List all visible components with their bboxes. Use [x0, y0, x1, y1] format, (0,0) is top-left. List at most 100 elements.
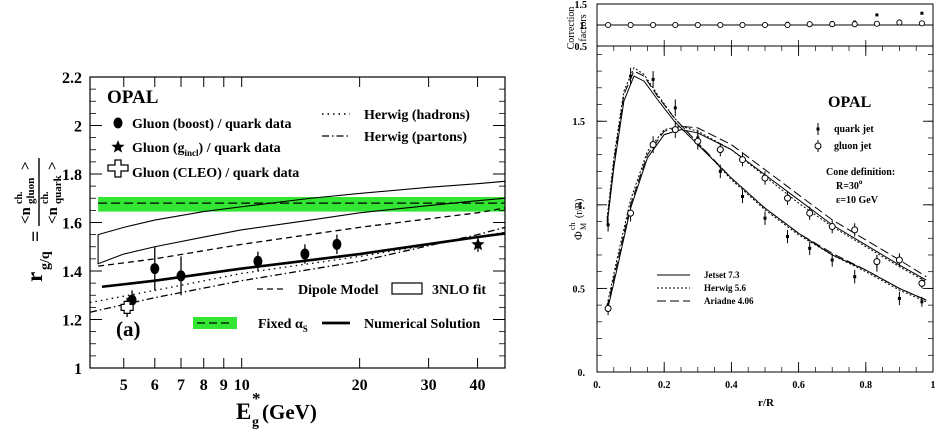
- legend-boost-label: Gluon (boost) / quark data: [132, 117, 291, 132]
- phi-gluon-point: [671, 126, 679, 134]
- left-legend: OPAL Gluon (boost) / quark data Gluon (g…: [107, 87, 486, 341]
- legend-gluon-label: gluon jet: [834, 141, 872, 152]
- right-y-rest: (r/R): [574, 199, 585, 218]
- right-mc-curves: [606, 66, 927, 312]
- legend-cleo-label: Gluon (CLEO) / quark data: [132, 166, 299, 181]
- correction-gluon-point: [851, 21, 858, 28]
- mc-curve-solid: [606, 75, 927, 301]
- cone-radius-label: R=30o: [836, 178, 863, 192]
- left-y-tick-label: 1.2: [62, 313, 82, 330]
- legend-fixed-label: Fixed αS: [258, 317, 308, 334]
- legend-incl-prefix: Gluon (g: [132, 141, 185, 156]
- legend-herwig56-label: Herwig 5.6: [704, 283, 746, 293]
- curve-dashed: [98, 207, 506, 267]
- right-data-points: [604, 67, 926, 316]
- phi-gluon-point: [761, 174, 769, 182]
- left-x-tick-label: 30: [421, 377, 437, 394]
- correction-gluon-point: [806, 21, 813, 28]
- legend-3nlo-label: 3NLO fit: [432, 283, 486, 298]
- correction-gluon-point: [694, 21, 701, 29]
- cone-definition-title: Cone definition:: [826, 167, 895, 178]
- left-x-axis-label: E * g (GeV): [236, 389, 317, 430]
- left-y-tick-label: 1: [74, 361, 82, 378]
- correction-y-tick-label: 0.5: [575, 42, 588, 53]
- correction-quark-point: [875, 13, 879, 17]
- legend-star-marker: [111, 140, 125, 153]
- mc-curve-dotted: [606, 125, 927, 306]
- phi-quark-point: [830, 258, 834, 262]
- left-y-den-main: <n: [45, 206, 61, 224]
- legend-ariadne-label: Ariadne 4.06: [704, 296, 754, 306]
- data-point-cleo: [120, 300, 134, 314]
- left-y-num-sup: ch.: [14, 191, 25, 204]
- left-x-tick-label: 6: [151, 377, 159, 394]
- left-x-tick-label: 7: [177, 377, 185, 394]
- left-y-sub: g/q: [38, 251, 53, 270]
- correction-quark-point: [920, 11, 924, 15]
- phi-quark-point: [808, 246, 812, 250]
- left-x-tick-label: 20: [352, 377, 368, 394]
- left-x-unit: (GeV): [262, 400, 317, 424]
- correction-label-line1: Correction: [566, 7, 577, 50]
- left-opal-label: OPAL: [107, 87, 158, 108]
- correction-gluon-point: [717, 21, 724, 29]
- right-x-axis-label: r/R: [758, 397, 775, 409]
- phi-quark-point: [629, 74, 633, 78]
- left-y-num-sub: gluon: [25, 178, 37, 204]
- phi-quark-point: [763, 216, 767, 220]
- legend-incl-label: Gluon (gincl) / quark data: [132, 141, 281, 158]
- left-x-tick-label: 9: [220, 377, 228, 394]
- cone-radius-sup: o: [859, 178, 863, 186]
- phi-gluon-point: [873, 258, 881, 266]
- legend-jetset-label: Jetset 7.3: [704, 270, 740, 280]
- phi-quark-point: [740, 194, 744, 198]
- phi-gluon-point: [784, 194, 792, 202]
- left-y-den-sub: quark: [52, 174, 64, 204]
- mc-curve-solid: [606, 129, 927, 312]
- left-x-tick-label: 5: [120, 377, 128, 394]
- left-x-main: E: [236, 399, 251, 424]
- correction-gluon-point: [672, 21, 679, 29]
- correction-gluon-point: [918, 20, 925, 27]
- left-y-axis-label: r g/q = <n ch. gluon > <n ch. quark >: [14, 158, 64, 282]
- legend-3nlo-box: [391, 282, 423, 295]
- data-point-boost: [150, 263, 160, 275]
- data-point-boost: [253, 255, 263, 267]
- phi-quark-point: [920, 300, 924, 304]
- phi-gluon-point: [806, 209, 814, 217]
- right-y-tick-label: 0.5: [573, 284, 586, 295]
- right-legend: OPAL quark jet gluon jet Cone definition…: [657, 94, 895, 306]
- legend-gluon-marker: [814, 142, 822, 150]
- left-y-den-sup: ch.: [40, 191, 51, 204]
- phi-quark-point: [853, 275, 857, 279]
- correction-gluon-point: [896, 19, 903, 26]
- phi-gluon-point: [851, 226, 859, 234]
- correction-y-tick-label: 1.5: [575, 0, 588, 11]
- phi-gluon-point: [738, 156, 746, 164]
- mc-curve-dashed: [606, 125, 927, 309]
- left-y-tick-label: 1.6: [62, 216, 82, 233]
- right-y-sub: M: [579, 223, 588, 230]
- left-y-tick-label: 2.2: [62, 70, 82, 87]
- phi-quark-point: [673, 106, 677, 110]
- correction-gluon-point: [627, 21, 634, 29]
- legend-fixed-sub: S: [303, 324, 308, 334]
- right-y-main: Φ: [571, 231, 585, 240]
- right-plot-border: [596, 45, 934, 373]
- left-y-tick-label: 1.4: [62, 264, 82, 281]
- legend-numerical-label: Numerical Solution: [364, 317, 480, 332]
- data-point-boost: [332, 238, 342, 250]
- phi-gluon-point: [716, 146, 724, 154]
- right-x-tick-label: 0.6: [792, 380, 805, 391]
- left-y-tick-label: 2: [74, 119, 82, 136]
- left-y-num-close: >: [18, 161, 34, 170]
- legend-incl-suffix: ) / quark data: [199, 141, 281, 156]
- correction-gluon-point: [829, 21, 836, 28]
- correction-gluon-point: [739, 21, 746, 29]
- right-plot-frame: [596, 45, 934, 373]
- right-x-tick-label: 0.2: [658, 380, 671, 391]
- correction-y-tick-label: 1.: [580, 21, 588, 32]
- left-y-den-close: >: [45, 161, 61, 170]
- correction-points: [605, 11, 925, 29]
